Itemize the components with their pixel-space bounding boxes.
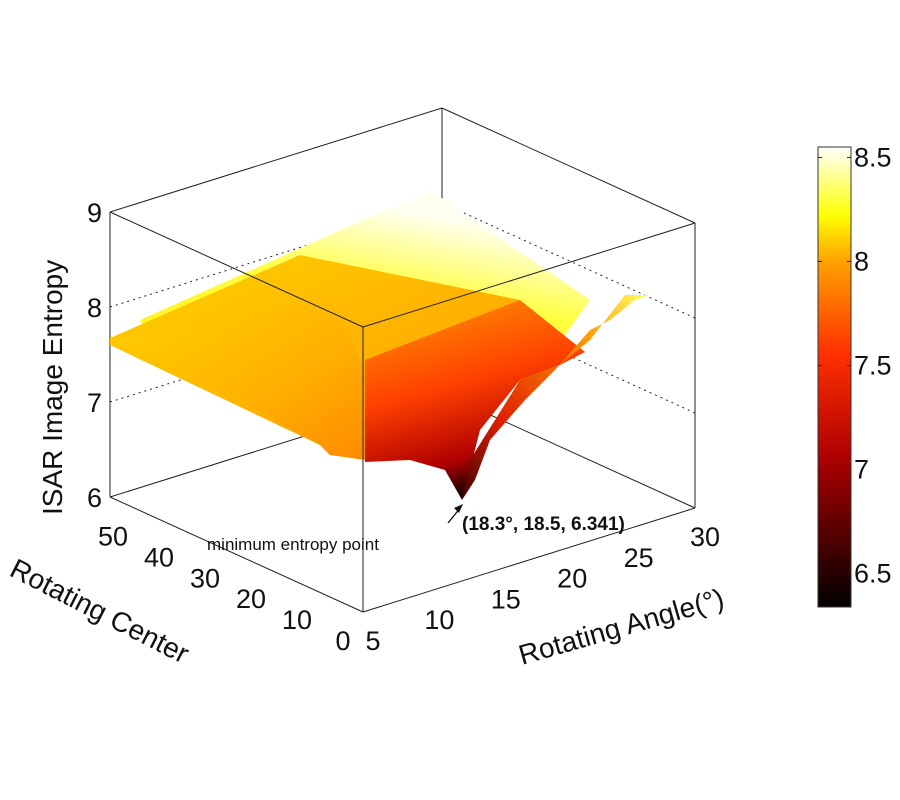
x-tick-label: 25 — [624, 543, 654, 573]
y-tick-label: 40 — [144, 542, 174, 572]
box-edge — [441, 107, 696, 224]
z-tick-label: 6 — [87, 483, 102, 513]
colorbar-tick-label: 7 — [854, 455, 869, 485]
annotation-minimum-coords: (18.3°, 18.5, 6.341) — [462, 514, 625, 535]
x-tick-label: 15 — [491, 584, 521, 614]
y-tick-label: 10 — [282, 605, 312, 635]
z-tick-label: 7 — [87, 388, 102, 418]
y-tick-label: 50 — [98, 521, 128, 551]
colorbar-tick-label: 8 — [854, 246, 869, 276]
x-axis-title: Rotating Angle(°) — [515, 583, 727, 671]
y-tick-label: 0 — [335, 626, 350, 656]
colorbar-tick-label: 8.5 — [854, 142, 892, 172]
colorbar: 6.5 7 7.5 8 8.5 — [817, 142, 892, 608]
annotation-minimum-label: minimum entropy point — [207, 535, 379, 554]
colorbar-tick-label: 7.5 — [854, 351, 892, 381]
box-edge — [362, 222, 696, 328]
box-edge — [109, 107, 443, 213]
z-tick-label: 9 — [87, 198, 102, 228]
axes-box-front — [109, 211, 696, 612]
box-edge — [109, 496, 364, 613]
colorbar-gradient — [817, 146, 852, 608]
box-edge — [109, 211, 364, 328]
x-tick-label: 30 — [690, 522, 720, 552]
box-edge — [362, 507, 696, 613]
z-gridline — [441, 202, 696, 319]
surface-front-left — [110, 300, 365, 460]
y-tick-label: 30 — [190, 563, 220, 593]
x-tick-label: 10 — [424, 605, 454, 635]
z-axis-title: ISAR Image Entropy — [37, 260, 68, 515]
annotation-arrow — [447, 504, 463, 524]
x-tick-label: 20 — [557, 564, 587, 594]
surface-front-right — [365, 300, 585, 500]
x-tick-label: 5 — [365, 626, 380, 656]
colorbar-tick-label: 6.5 — [854, 559, 892, 589]
y-tick-label: 20 — [236, 584, 266, 614]
z-tick-label: 8 — [87, 293, 102, 323]
surface — [110, 190, 650, 500]
